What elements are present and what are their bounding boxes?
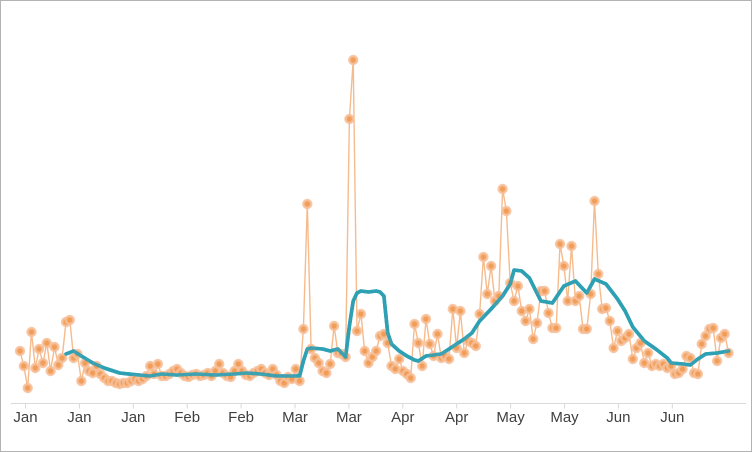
data-point-marker xyxy=(313,357,324,369)
data-point-marker xyxy=(623,328,635,340)
x-axis-label: Apr xyxy=(391,409,414,426)
data-point-marker xyxy=(512,280,524,292)
data-point-marker xyxy=(348,54,359,66)
data-point-marker xyxy=(539,285,550,297)
data-point-marker xyxy=(18,360,29,372)
data-point-marker xyxy=(612,325,623,337)
data-point-marker xyxy=(524,303,535,315)
data-point-marker xyxy=(478,251,489,263)
x-axis-label: Feb xyxy=(174,409,200,426)
data-point-marker xyxy=(49,341,60,353)
data-point-marker xyxy=(589,195,600,207)
data-point-marker xyxy=(294,375,305,387)
data-point-marker xyxy=(600,302,612,314)
data-point-marker xyxy=(14,345,26,357)
data-point-marker xyxy=(531,317,543,329)
data-point-marker xyxy=(37,357,49,369)
data-point-marker xyxy=(566,240,577,252)
data-point-marker xyxy=(214,358,225,370)
data-point-marker xyxy=(417,360,428,372)
data-point-marker xyxy=(581,323,592,335)
data-point-marker xyxy=(33,343,45,355)
data-point-marker xyxy=(627,353,638,365)
x-axis-label: Mar xyxy=(282,409,308,426)
data-point-marker xyxy=(420,313,432,325)
data-point-marker xyxy=(432,328,443,340)
data-point-marker xyxy=(290,363,301,375)
data-point-marker xyxy=(26,326,37,338)
data-point-marker xyxy=(64,314,76,326)
data-point-marker xyxy=(677,363,688,375)
x-axis-label: Jan xyxy=(121,409,145,426)
data-point-marker xyxy=(543,307,554,319)
x-axis-label: Jan xyxy=(13,409,37,426)
x-axis-label: Apr xyxy=(445,409,468,426)
data-point-marker xyxy=(359,345,370,357)
data-point-marker xyxy=(325,358,336,370)
data-point-marker xyxy=(56,352,68,364)
data-point-marker xyxy=(554,238,566,250)
data-point-marker xyxy=(711,355,723,367)
data-point-marker xyxy=(508,295,520,307)
data-point-marker xyxy=(409,318,420,330)
data-point-marker xyxy=(470,340,481,352)
data-point-marker xyxy=(558,260,570,272)
data-point-marker xyxy=(424,338,435,350)
data-point-marker xyxy=(328,320,340,332)
data-point-marker xyxy=(482,288,493,300)
data-point-marker xyxy=(443,353,455,365)
data-point-marker xyxy=(685,352,696,364)
data-point-marker xyxy=(696,338,707,350)
data-point-marker xyxy=(76,375,87,387)
data-point-marker xyxy=(152,358,164,370)
data-point-marker xyxy=(371,345,382,357)
data-point-marker xyxy=(45,365,56,377)
moving-average-line-overlay xyxy=(64,268,731,378)
data-point-marker xyxy=(497,183,508,195)
data-point-marker xyxy=(298,323,309,335)
data-point-marker xyxy=(302,198,313,210)
data-point-marker xyxy=(394,353,405,365)
data-point-marker xyxy=(41,337,52,349)
data-point-marker xyxy=(593,268,604,280)
data-point-marker xyxy=(459,347,470,359)
data-point-marker xyxy=(527,333,539,345)
data-point-marker xyxy=(405,372,416,384)
data-point-marker xyxy=(573,290,585,302)
x-axis-label: Mar xyxy=(336,409,362,426)
x-axis-label: Jun xyxy=(660,409,684,426)
data-point-marker xyxy=(501,205,512,217)
data-point-marker xyxy=(413,337,424,349)
data-point-marker xyxy=(474,308,485,320)
x-axis-label: Feb xyxy=(228,409,254,426)
data-point-marker xyxy=(22,382,33,394)
data-point-marker xyxy=(520,315,531,327)
data-point-marker xyxy=(344,113,355,125)
x-axis-label: May xyxy=(550,409,579,426)
data-point-marker xyxy=(604,315,615,327)
data-point-marker xyxy=(707,322,719,334)
data-point-marker xyxy=(455,305,466,317)
data-point-marker xyxy=(30,362,41,374)
data-point-marker xyxy=(355,308,367,320)
x-axis-label: May xyxy=(496,409,525,426)
x-axis-label: Jan xyxy=(67,409,91,426)
data-point-marker xyxy=(550,322,562,334)
x-axis-label: Jun xyxy=(606,409,630,426)
data-point-marker xyxy=(642,347,654,359)
data-point-marker xyxy=(321,367,332,379)
data-point-marker xyxy=(608,342,619,354)
data-point-marker xyxy=(692,368,704,380)
data-point-marker xyxy=(351,325,363,337)
data-point-marker xyxy=(719,328,730,340)
data-point-marker xyxy=(485,260,497,272)
